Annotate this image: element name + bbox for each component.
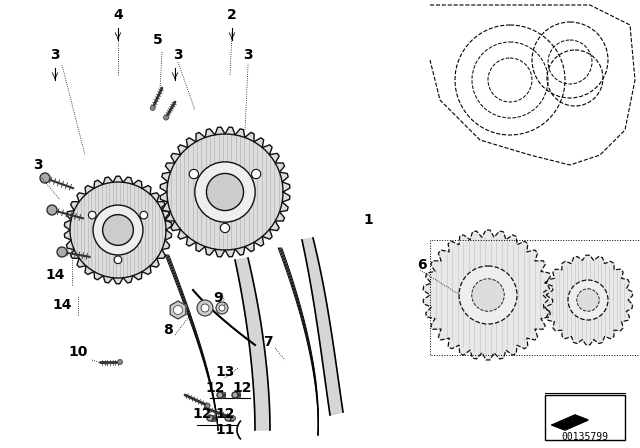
Text: 4: 4 xyxy=(113,8,123,22)
Text: 10: 10 xyxy=(68,345,88,359)
Circle shape xyxy=(205,403,210,408)
Text: 9: 9 xyxy=(213,291,223,305)
Circle shape xyxy=(47,205,57,215)
Circle shape xyxy=(114,256,122,263)
Circle shape xyxy=(140,211,148,219)
Circle shape xyxy=(93,205,143,255)
Text: 8: 8 xyxy=(163,323,173,337)
Polygon shape xyxy=(423,230,553,360)
Text: 12: 12 xyxy=(232,381,252,395)
Circle shape xyxy=(225,415,231,421)
Text: 7: 7 xyxy=(263,335,273,349)
Circle shape xyxy=(232,392,238,398)
Text: 11: 11 xyxy=(215,423,235,437)
Polygon shape xyxy=(65,176,172,284)
Text: 12: 12 xyxy=(205,381,225,395)
Circle shape xyxy=(118,359,122,365)
Text: 3: 3 xyxy=(50,48,60,62)
Circle shape xyxy=(173,306,182,314)
Text: 1: 1 xyxy=(363,213,373,227)
Circle shape xyxy=(40,173,50,183)
Circle shape xyxy=(163,115,168,120)
Circle shape xyxy=(150,105,156,111)
Circle shape xyxy=(197,300,213,316)
Circle shape xyxy=(207,415,213,421)
Circle shape xyxy=(459,266,517,324)
Circle shape xyxy=(230,416,236,421)
Text: 12: 12 xyxy=(192,407,212,421)
Circle shape xyxy=(216,302,228,314)
Text: 3: 3 xyxy=(243,48,253,62)
Circle shape xyxy=(207,173,244,211)
Circle shape xyxy=(220,223,230,233)
Circle shape xyxy=(189,169,198,179)
Polygon shape xyxy=(552,415,588,430)
Polygon shape xyxy=(170,301,186,319)
Text: 2: 2 xyxy=(227,8,237,22)
Circle shape xyxy=(88,211,96,219)
Text: 5: 5 xyxy=(153,33,163,47)
Polygon shape xyxy=(160,127,290,257)
Circle shape xyxy=(102,215,133,246)
Text: 6: 6 xyxy=(417,258,427,272)
Circle shape xyxy=(57,247,67,257)
Circle shape xyxy=(219,305,225,311)
Text: 3: 3 xyxy=(33,158,43,172)
Text: 00135799: 00135799 xyxy=(561,432,609,442)
Circle shape xyxy=(568,280,608,320)
Polygon shape xyxy=(543,255,632,345)
Circle shape xyxy=(217,392,223,398)
Text: 3: 3 xyxy=(173,48,183,62)
Circle shape xyxy=(195,162,255,222)
Text: 14: 14 xyxy=(45,268,65,282)
Text: 14: 14 xyxy=(52,298,72,312)
Circle shape xyxy=(201,304,209,312)
Circle shape xyxy=(252,169,260,179)
Circle shape xyxy=(472,279,504,311)
Bar xyxy=(545,395,625,440)
Polygon shape xyxy=(235,258,270,430)
Polygon shape xyxy=(302,238,343,415)
Text: 13: 13 xyxy=(215,365,235,379)
Circle shape xyxy=(577,289,599,311)
Text: 12: 12 xyxy=(215,407,235,421)
